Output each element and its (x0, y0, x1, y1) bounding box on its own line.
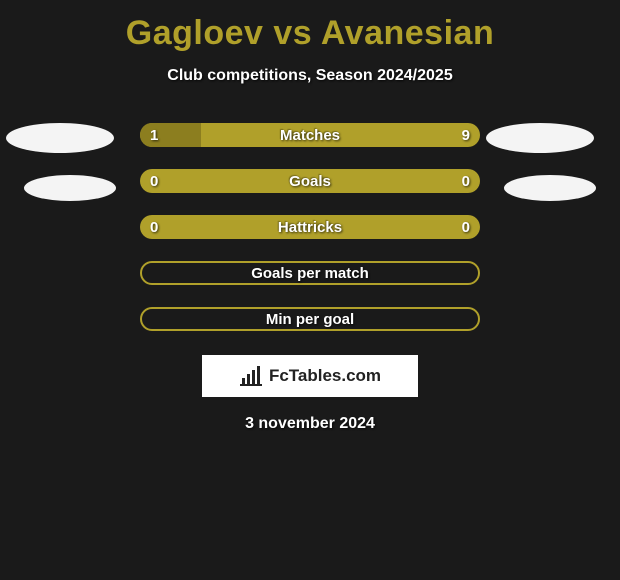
stat-value-right: 0 (462, 173, 470, 190)
stat-label: Matches (140, 127, 480, 144)
bar-chart-icon (239, 366, 263, 386)
stat-rows: 1Matches90Goals00Hattricks0Goals per mat… (140, 123, 480, 331)
title-right: Avanesian (321, 14, 494, 52)
stat-bar-goals: 0Goals0 (140, 169, 480, 193)
player-left-ellipse-small (24, 175, 116, 201)
stat-bar-hattricks: 0Hattricks0 (140, 215, 480, 239)
title-vs: vs (263, 14, 320, 52)
stat-bar-min-per-goal: Min per goal (140, 307, 480, 331)
stat-label: Hattricks (140, 219, 480, 236)
comparison-arena: 1Matches90Goals00Hattricks0Goals per mat… (0, 123, 620, 331)
fctables-logo: FcTables.com (202, 355, 418, 397)
subtitle: Club competitions, Season 2024/2025 (0, 67, 620, 85)
title-left: Gagloev (126, 14, 264, 52)
stat-value-right: 0 (462, 219, 470, 236)
stat-bar-goals-per-match: Goals per match (140, 261, 480, 285)
player-right-ellipse-large (486, 123, 594, 153)
stat-label: Min per goal (266, 311, 354, 328)
stat-value-right: 9 (462, 127, 470, 144)
date-text: 3 november 2024 (0, 415, 620, 433)
player-left-ellipse-large (6, 123, 114, 153)
player-right-ellipse-small (504, 175, 596, 201)
logo-text: FcTables.com (269, 366, 381, 386)
stat-label: Goals per match (251, 265, 369, 282)
stat-bar-matches: 1Matches9 (140, 123, 480, 147)
stat-label: Goals (140, 173, 480, 190)
page-title: Gagloev vs Avanesian (0, 0, 620, 53)
